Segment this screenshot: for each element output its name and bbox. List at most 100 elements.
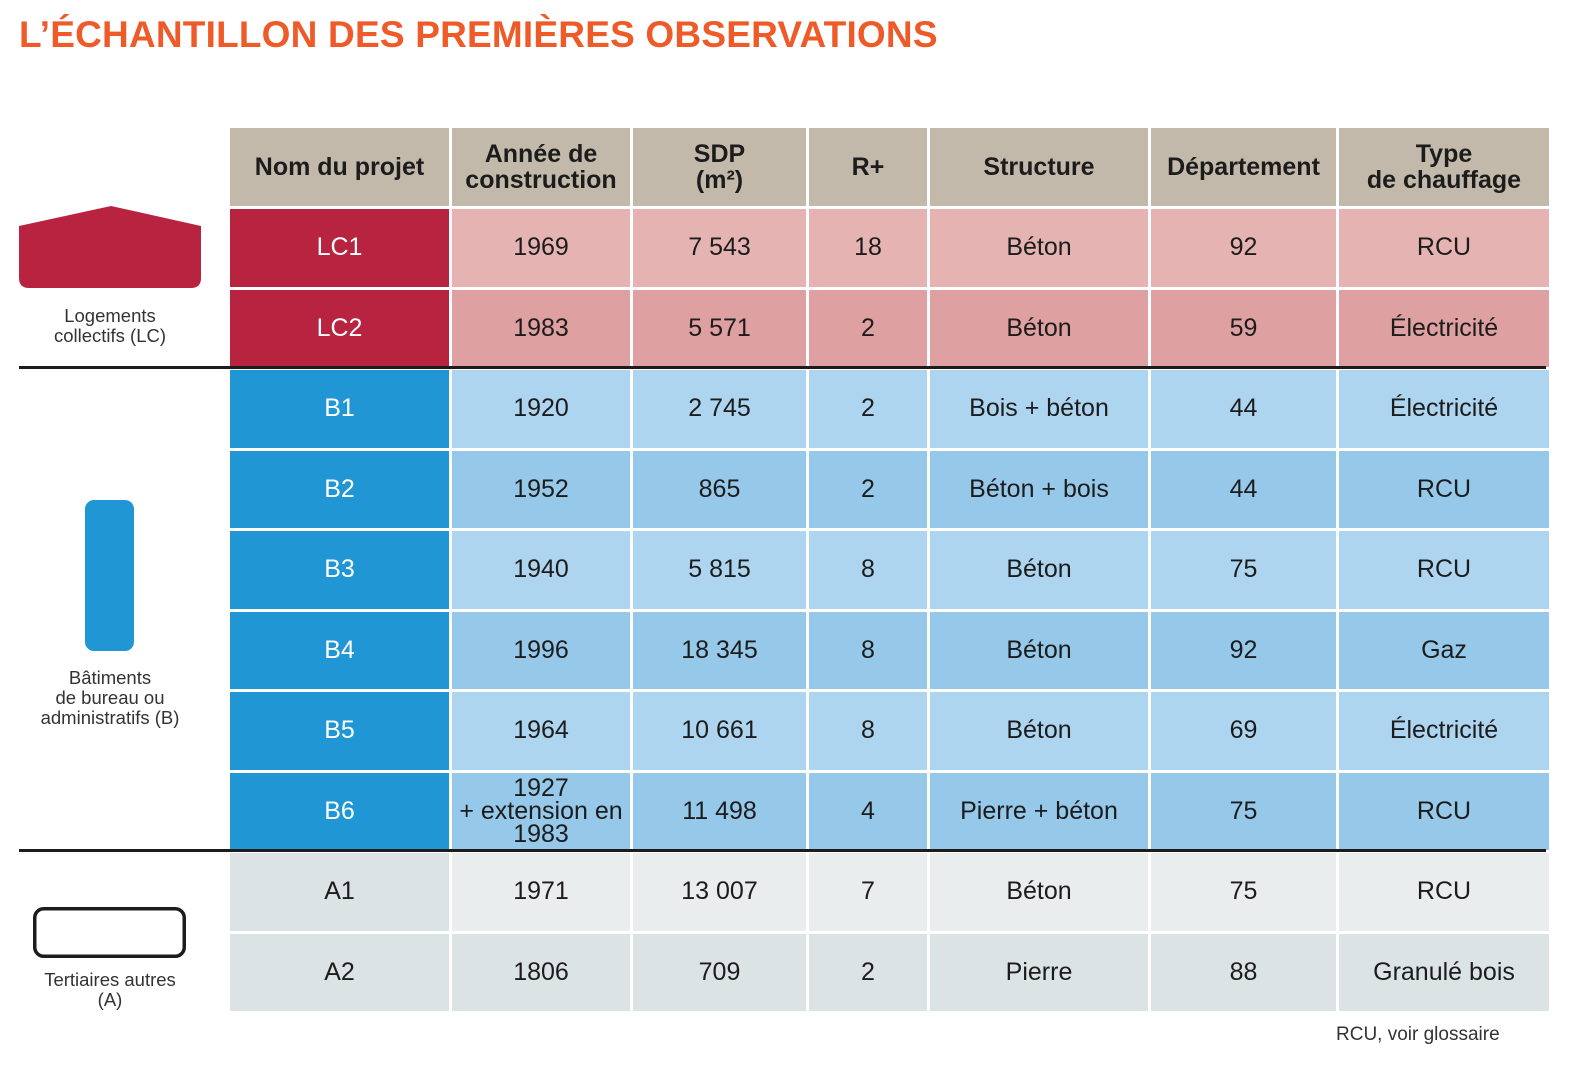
cell-structure: Béton + bois [930,450,1148,528]
footnote: RCU, voir glossaire [1336,1024,1500,1045]
cell-floors: 8 [809,531,927,609]
cell-year: 1920 [452,370,630,448]
cell-floors: 2 [809,933,927,1011]
cell-floors: 2 [809,289,927,367]
category-label-b-line-1: Bâtiments [68,667,152,688]
header-sdp-line-2: (m²) [695,166,744,194]
category-label-b-line-3: administratifs (B) [40,707,180,728]
cell-heating: RCU [1339,853,1549,931]
cell-year-line-2: + extension en [459,796,623,825]
cell-sdp: 5 571 [633,289,806,367]
cell-structure: Béton [930,289,1148,367]
cell-floors: 8 [809,611,927,689]
cell-heating: Électricité [1339,370,1549,448]
cell-name: B4 [230,611,449,689]
cell-sdp: 709 [633,933,806,1011]
cell-name: B3 [230,531,449,609]
cell-department: 92 [1151,209,1336,287]
cell-sdp: 13 007 [633,853,806,931]
cell-floors: 4 [809,772,927,850]
table-row: B3 1940 5 815 8 Béton 75 RCU [230,531,1549,609]
cell-structure: Béton [930,209,1148,287]
header-year-line-1: Année de [484,140,598,168]
category-label-a-line-2: (A) [97,989,123,1010]
page-title: L’ÉCHANTILLON DES PREMIÈRES OBSERVATIONS [19,14,938,55]
table-header-row: Nom du projet Année de construction SDP … [230,128,1549,206]
cell-heating: Électricité [1339,692,1549,770]
table-row: LC2 1983 5 571 2 Béton 59 Électricité [230,289,1549,367]
house-icon [19,206,201,288]
table-row: LC1 1969 7 543 18 Béton 92 RCU [230,209,1549,287]
cell-sdp: 2 745 [633,370,806,448]
cell-department: 75 [1151,853,1336,931]
cell-sdp: 5 815 [633,531,806,609]
header-structure: Structure [930,128,1148,206]
cell-sdp: 865 [633,450,806,528]
table-row: A2 1806 709 2 Pierre 88 Granulé bois [230,933,1549,1011]
cell-floors: 18 [809,209,927,287]
cell-department: 75 [1151,531,1336,609]
cell-year: 1952 [452,450,630,528]
cell-name: LC1 [230,209,449,287]
table-row: A1 1971 13 007 7 Béton 75 RCU [230,853,1549,931]
tertiary-building-icon [33,907,186,958]
cell-department: 92 [1151,611,1336,689]
header-sdp-line-1: SDP [693,140,746,168]
table-row: B2 1952 865 2 Béton + bois 44 RCU [230,450,1549,528]
cell-department: 75 [1151,772,1336,850]
cell-name: A2 [230,933,449,1011]
group-divider-lc-b [19,366,1546,369]
cell-department: 44 [1151,450,1336,528]
cell-year: 1927 + extension en 1983 [452,772,630,850]
category-label-b: Bâtiments de bureau ou administratifs (B… [19,668,201,728]
cell-year: 1969 [452,209,630,287]
cell-sdp: 11 498 [633,772,806,850]
header-year-line-2: construction [465,166,617,194]
table-row: B1 1920 2 745 2 Bois + béton 44 Électric… [230,370,1549,448]
cell-year-line-1: 1927 [513,773,569,802]
observations-table: Nom du projet Année de construction SDP … [227,125,1552,1014]
cell-name: LC2 [230,289,449,367]
header-name: Nom du projet [230,128,449,206]
cell-heating: RCU [1339,450,1549,528]
cell-year: 1940 [452,531,630,609]
header-sdp: SDP (m²) [633,128,806,206]
category-label-lc: Logements collectifs (LC) [19,306,201,346]
cell-heating: Granulé bois [1339,933,1549,1011]
cell-name: B2 [230,450,449,528]
table-row: B5 1964 10 661 8 Béton 69 Électricité [230,692,1549,770]
cell-structure: Béton [930,692,1148,770]
cell-heating: Gaz [1339,611,1549,689]
cell-floors: 2 [809,450,927,528]
cell-floors: 7 [809,853,927,931]
cell-name: B1 [230,370,449,448]
cell-year: 1806 [452,933,630,1011]
cell-heating: RCU [1339,772,1549,850]
header-heating-line-1: Type [1415,140,1473,168]
cell-department: 88 [1151,933,1336,1011]
cell-department: 69 [1151,692,1336,770]
table-row: B6 1927 + extension en 1983 11 498 4 Pie… [230,772,1549,850]
category-label-lc-line-2: collectifs (LC) [53,325,167,346]
category-label-b-line-2: de bureau ou [55,687,165,708]
cell-structure: Béton [930,853,1148,931]
header-heating: Type de chauffage [1339,128,1549,206]
cell-structure: Béton [930,611,1148,689]
cell-name: B5 [230,692,449,770]
office-building-icon [85,500,134,651]
group-divider-b-a [19,849,1546,852]
header-heating-line-2: de chauffage [1366,166,1522,194]
table-row: B4 1996 18 345 8 Béton 92 Gaz [230,611,1549,689]
cell-structure: Pierre + béton [930,772,1148,850]
category-label-lc-line-1: Logements [64,305,156,326]
cell-year: 1983 [452,289,630,367]
cell-sdp: 18 345 [633,611,806,689]
cell-floors: 8 [809,692,927,770]
cell-structure: Pierre [930,933,1148,1011]
header-floors: R+ [809,128,927,206]
category-label-a: Tertiaires autres (A) [19,970,201,1010]
cell-sdp: 7 543 [633,209,806,287]
header-department: Département [1151,128,1336,206]
cell-structure: Bois + béton [930,370,1148,448]
category-label-a-line-1: Tertiaires autres [44,969,176,990]
